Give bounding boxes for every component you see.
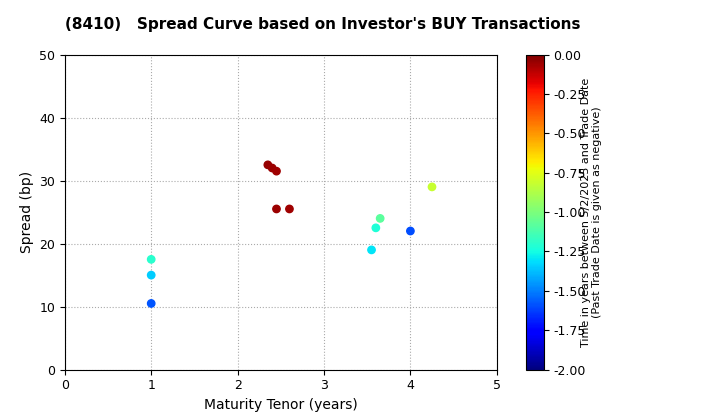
- Point: [284, 205, 295, 212]
- Point: [374, 215, 386, 222]
- Point: [145, 300, 157, 307]
- Point: [426, 184, 438, 190]
- Point: [366, 247, 377, 253]
- Point: [145, 256, 157, 263]
- Point: [262, 161, 274, 168]
- Point: [405, 228, 416, 234]
- Point: [271, 205, 282, 212]
- Y-axis label: Spread (bp): Spread (bp): [19, 171, 34, 253]
- Point: [145, 272, 157, 278]
- Point: [271, 168, 282, 175]
- Text: (8410)   Spread Curve based on Investor's BUY Transactions: (8410) Spread Curve based on Investor's …: [65, 17, 580, 32]
- X-axis label: Maturity Tenor (years): Maturity Tenor (years): [204, 398, 358, 412]
- Y-axis label: Time in years between 5/2/2025 and Trade Date
(Past Trade Date is given as negat: Time in years between 5/2/2025 and Trade…: [580, 77, 602, 347]
- Point: [266, 165, 278, 171]
- Point: [370, 224, 382, 231]
